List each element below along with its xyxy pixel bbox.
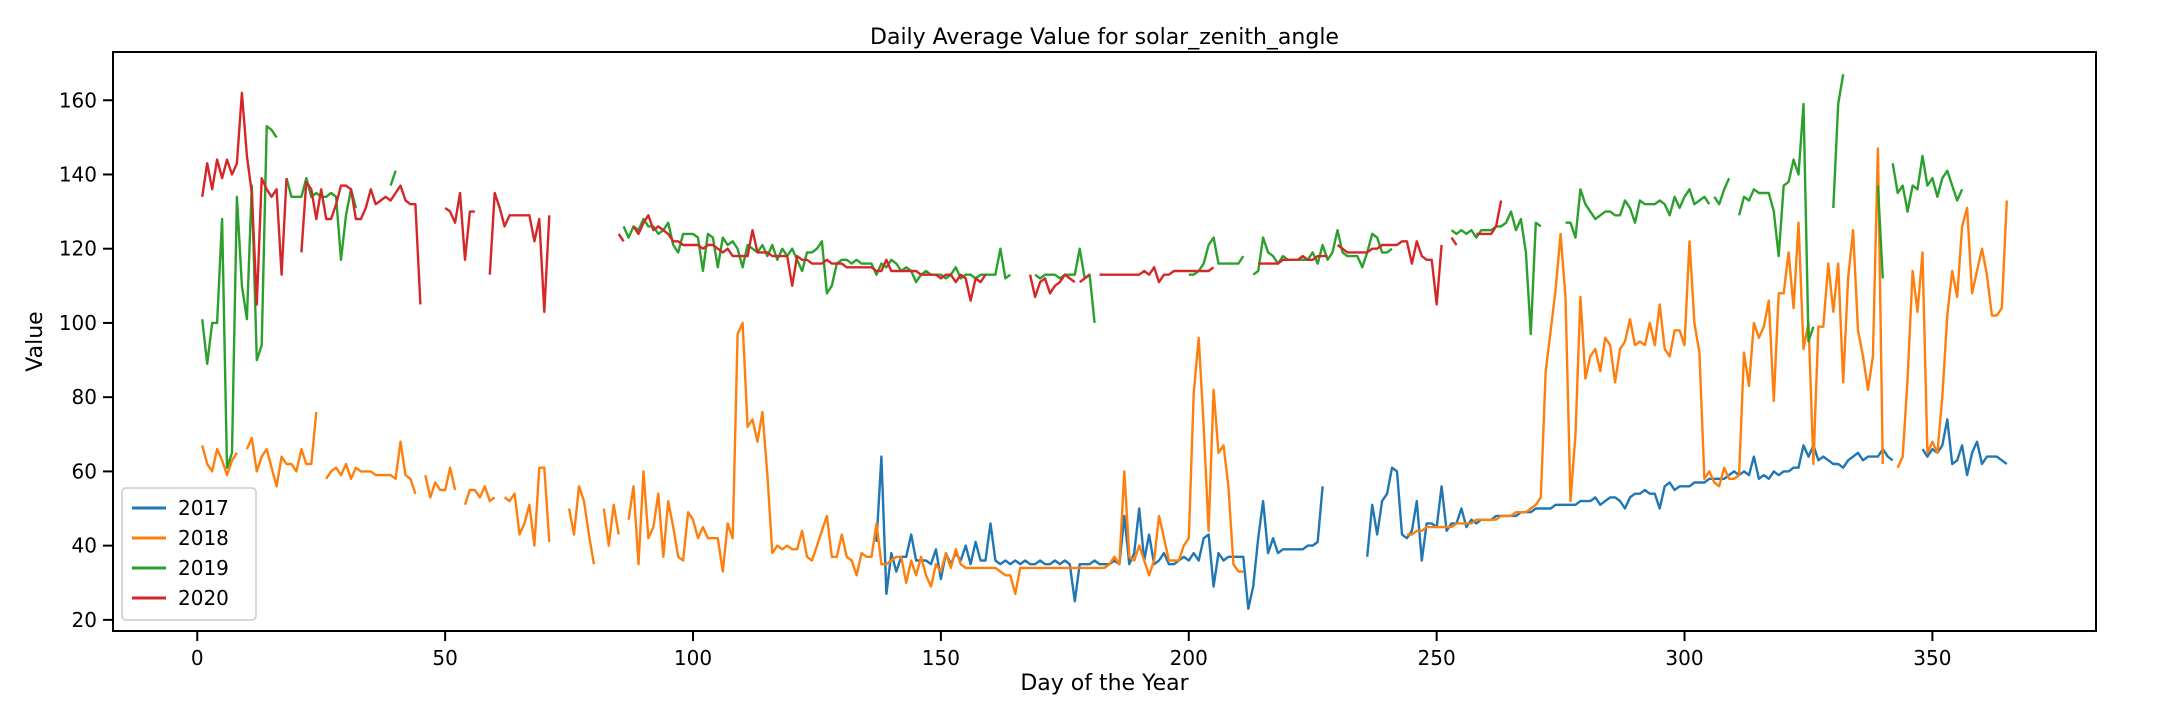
y-tick-label: 140 bbox=[59, 162, 97, 186]
legend-label-2019: 2019 bbox=[178, 556, 229, 580]
y-tick-label: 100 bbox=[59, 311, 97, 335]
series-line-2020 bbox=[1028, 273, 1076, 299]
series-line-2019 bbox=[1034, 247, 1096, 324]
series-line-2018 bbox=[463, 485, 496, 506]
x-tick-label: 300 bbox=[1665, 646, 1703, 670]
series-line-2020 bbox=[201, 91, 288, 306]
series-line-2018 bbox=[424, 466, 457, 499]
y-tick-label: 60 bbox=[72, 459, 97, 483]
x-tick-label: 100 bbox=[674, 646, 712, 670]
series-line-2020 bbox=[444, 191, 475, 261]
series-line-2020 bbox=[617, 233, 625, 242]
series-line-2019 bbox=[1252, 229, 1393, 276]
y-tick-label: 120 bbox=[59, 237, 97, 261]
series-line-2018 bbox=[325, 440, 417, 495]
series-line-2019 bbox=[622, 217, 1012, 295]
series-line-2019 bbox=[1450, 210, 1542, 336]
series-line-2019 bbox=[1737, 102, 1815, 343]
x-tick-label: 50 bbox=[432, 646, 457, 670]
y-tick-label: 160 bbox=[59, 88, 97, 112]
chart-title: Daily Average Value for solar_zenith_ang… bbox=[870, 25, 1339, 50]
series-line-2018 bbox=[627, 321, 1244, 596]
series-line-2019 bbox=[1713, 177, 1731, 206]
y-tick-label: 40 bbox=[72, 534, 97, 558]
series-line-2020 bbox=[1099, 266, 1215, 284]
series-line-2020 bbox=[1476, 200, 1503, 236]
legend-box bbox=[121, 487, 257, 621]
series-line-2018 bbox=[602, 503, 620, 547]
x-tick-label: 150 bbox=[922, 646, 960, 670]
series-line-2019 bbox=[1188, 236, 1245, 276]
legend-label-2018: 2018 bbox=[178, 526, 229, 550]
series-2019 bbox=[201, 74, 1964, 469]
x-tick-label: 0 bbox=[191, 646, 204, 670]
x-tick-label: 350 bbox=[1913, 646, 1951, 670]
series-line-2020 bbox=[488, 191, 551, 313]
series-2018 bbox=[201, 147, 2008, 596]
series-line-2019 bbox=[1565, 188, 1711, 239]
y-axis: 20 40 60 80 100 120 140 160 bbox=[59, 88, 113, 632]
series-line-2018 bbox=[245, 411, 318, 488]
series-line-2017 bbox=[875, 455, 1324, 610]
series-line-2019 bbox=[1876, 185, 1884, 279]
series-line-2019 bbox=[201, 125, 278, 469]
plot-frame bbox=[112, 51, 2097, 632]
series-line-2018 bbox=[201, 445, 238, 477]
series-line-2019 bbox=[1832, 74, 1845, 208]
y-axis-label: Value bbox=[23, 311, 48, 371]
y-tick-label: 80 bbox=[72, 385, 97, 409]
series-line-2019 bbox=[389, 170, 397, 186]
series-line-2020 bbox=[1078, 273, 1091, 284]
x-tick-label: 200 bbox=[1170, 646, 1208, 670]
series-line-2020 bbox=[1258, 254, 1328, 265]
x-axis-label: Day of the Year bbox=[1020, 671, 1189, 696]
plot-lines bbox=[201, 74, 2008, 610]
series-line-2018 bbox=[1406, 147, 1884, 536]
series-line-2019 bbox=[1891, 154, 1964, 213]
series-line-2020 bbox=[1336, 240, 1443, 306]
series-line-2018 bbox=[567, 485, 596, 565]
series-line-2019 bbox=[285, 177, 358, 261]
x-tick-label: 250 bbox=[1418, 646, 1456, 670]
series-line-2020 bbox=[300, 180, 422, 305]
series-2020 bbox=[201, 91, 1503, 313]
series-line-2020 bbox=[1450, 236, 1458, 246]
y-tick-label: 20 bbox=[72, 608, 97, 632]
series-line-2018 bbox=[1896, 200, 2008, 469]
legend-label-2020: 2020 bbox=[178, 586, 229, 610]
series-line-2020 bbox=[632, 214, 987, 302]
legend: 2017 2018 2019 2020 bbox=[121, 487, 257, 621]
x-axis: 0 50 100 150 200 250 300 350 bbox=[191, 631, 1951, 670]
legend-label-2017: 2017 bbox=[178, 496, 229, 520]
series-line-2018 bbox=[503, 466, 551, 547]
series-2017 bbox=[875, 418, 2008, 610]
